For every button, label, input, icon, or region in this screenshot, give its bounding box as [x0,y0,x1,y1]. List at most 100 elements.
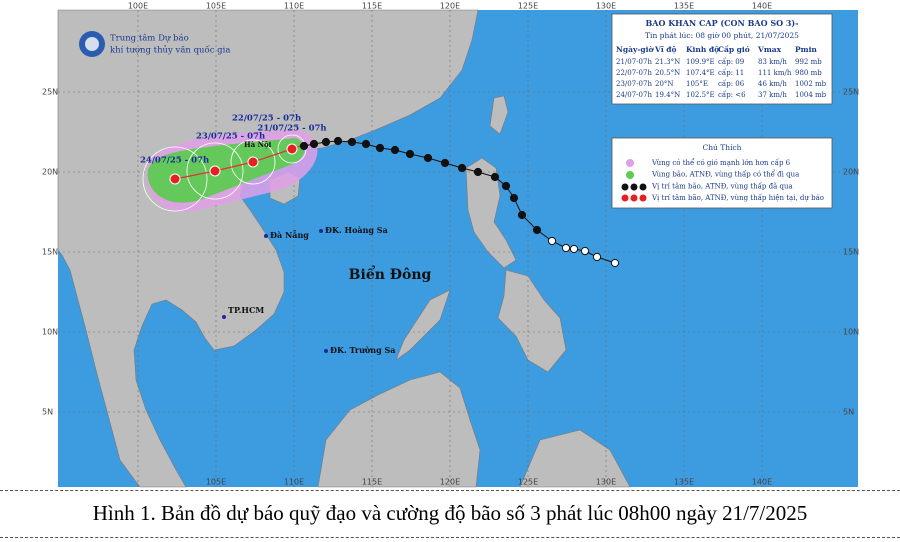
info-box [611,13,833,105]
past-position [490,172,500,182]
past-position [361,139,371,149]
past-position [440,158,450,168]
table-cell: 83 km/h [758,58,787,66]
table-header: Vmax [757,45,782,54]
axis-label: 115E [362,478,382,487]
axis-label: 15N [843,248,859,257]
mainland [57,9,479,488]
table-cell: 21/07-07h [616,58,652,66]
past-position [592,252,602,262]
past-position [333,136,343,146]
logo: Trung tâm Dự báo khí tượng thủy văn quốc… [79,31,230,57]
table-cell: 22/07-07h [616,69,652,77]
borneo [317,371,481,488]
axis-label: 135E [674,478,694,487]
info-title: BAO KHAN CAP (CON BAO SO 3)- [645,18,798,28]
table-cell: cấp: 09 [718,57,744,66]
place-dot [264,234,268,238]
place-dot [222,315,226,319]
forecast-cone [142,130,318,213]
info-table: BAO KHAN CAP (CON BAO SO 3)- Tin phát lú… [611,13,833,105]
axis-label: 120E [440,478,460,487]
forecast-label: 23/07/25 - 07h [196,132,265,142]
land [57,9,631,488]
axis-label: 110E [284,2,304,11]
place-label: TP.HCM [228,305,264,315]
sulawesi [519,429,631,488]
past-position [580,246,590,256]
legend-label: Vị trí tâm bão, ATNĐ, vùng thấp hiện tại… [651,193,824,202]
rule [0,537,900,538]
legend-box [611,137,833,209]
table-header: Pmin [795,45,817,54]
taiwan [489,95,509,135]
legend-label: Vị trí tâm bão, ATNĐ, vùng thấp đã qua [651,181,793,190]
place-label: ĐK. Hoàng Sa [325,225,388,235]
table-cell: 24/07-07h [616,91,652,99]
table-cell: 19.4°N [655,91,680,99]
past-position [561,243,571,253]
past-position [423,153,433,163]
table-cell: 37 km/h [758,91,787,99]
past-position [405,149,415,159]
legend-title: Chú Thích [702,143,741,152]
table-cell: 1004 mb [795,91,827,99]
axis-label: 15N [42,248,58,257]
legend-label: Vùng có thể có gió mạnh lớn hơn cấp 6 [651,158,791,167]
axis-label: 140E [752,478,772,487]
forecast-label: 22/07/25 - 07h [232,114,301,124]
past-position [321,137,331,147]
past-position [547,236,557,246]
legend: Chú Thích Vùng có thể có gió mạnh lớn hơ… [611,137,833,209]
axis-label: 20N [42,168,58,177]
axis-label: 130E [596,2,616,11]
logo-emblem-inner [85,37,99,51]
axis-label: 135E [674,2,694,11]
table-cell: 992 mb [795,58,822,66]
place-dot [324,349,328,353]
forecast-points [169,143,298,185]
past-position [569,244,579,254]
visayas-mindanao [497,269,567,373]
legend-label: Vùng bão, ATNĐ, vùng thấp có thể đi qua [651,170,799,179]
axis-label: 10N [843,328,859,337]
table-cell: cấp: 11 [718,68,744,77]
table-cell: 980 mb [795,69,822,77]
axis-label: 20N [843,168,859,177]
legend-swatch [621,183,647,191]
table-cell: 105°E [686,80,708,88]
past-position [509,193,519,203]
axis-label: 105E [206,478,226,487]
logo-text: khí tượng thủy văn quốc gia [110,45,230,56]
past-track [299,136,620,268]
past-position [309,139,319,149]
axis-label: 125E [518,2,538,11]
logo-text: Trung tâm Dự báo [110,33,189,44]
axis-label: 140E [752,2,772,11]
axis-label: 105E [206,2,226,11]
storm-map: Trung tâm Dự báo khí tượng thủy văn quốc… [42,1,860,488]
place-dot [319,229,323,233]
luzon [465,157,517,269]
place-label: Đà Nẵng [270,230,309,240]
table-cell: 20°N [655,80,674,88]
table-cell: 46 km/h [758,80,787,88]
past-position [473,167,483,177]
table-header: Ngày-giờ [616,45,655,54]
past-position [347,137,357,147]
legend-swatch [626,159,634,167]
forecast-label: 24/07/25 - 07h [140,156,209,166]
caption: Hình 1. Bản đồ dự báo quỹ đạo và cường đ… [92,501,808,525]
legend-swatch [626,171,634,179]
table-cell: 102.5°E [686,91,715,99]
forecast-label: 21/07/25 - 07h [257,124,326,134]
table-cell: cấp: <6 [718,90,746,99]
past-position [390,145,400,155]
axis-label: 5N [42,408,53,417]
past-position [610,258,620,268]
table-cell: 20.5°N [655,69,680,77]
table-cell: 23/07-07h [616,80,652,88]
rule [0,490,900,491]
storm-path-area [147,138,305,203]
axis-label: 100E [128,2,148,11]
